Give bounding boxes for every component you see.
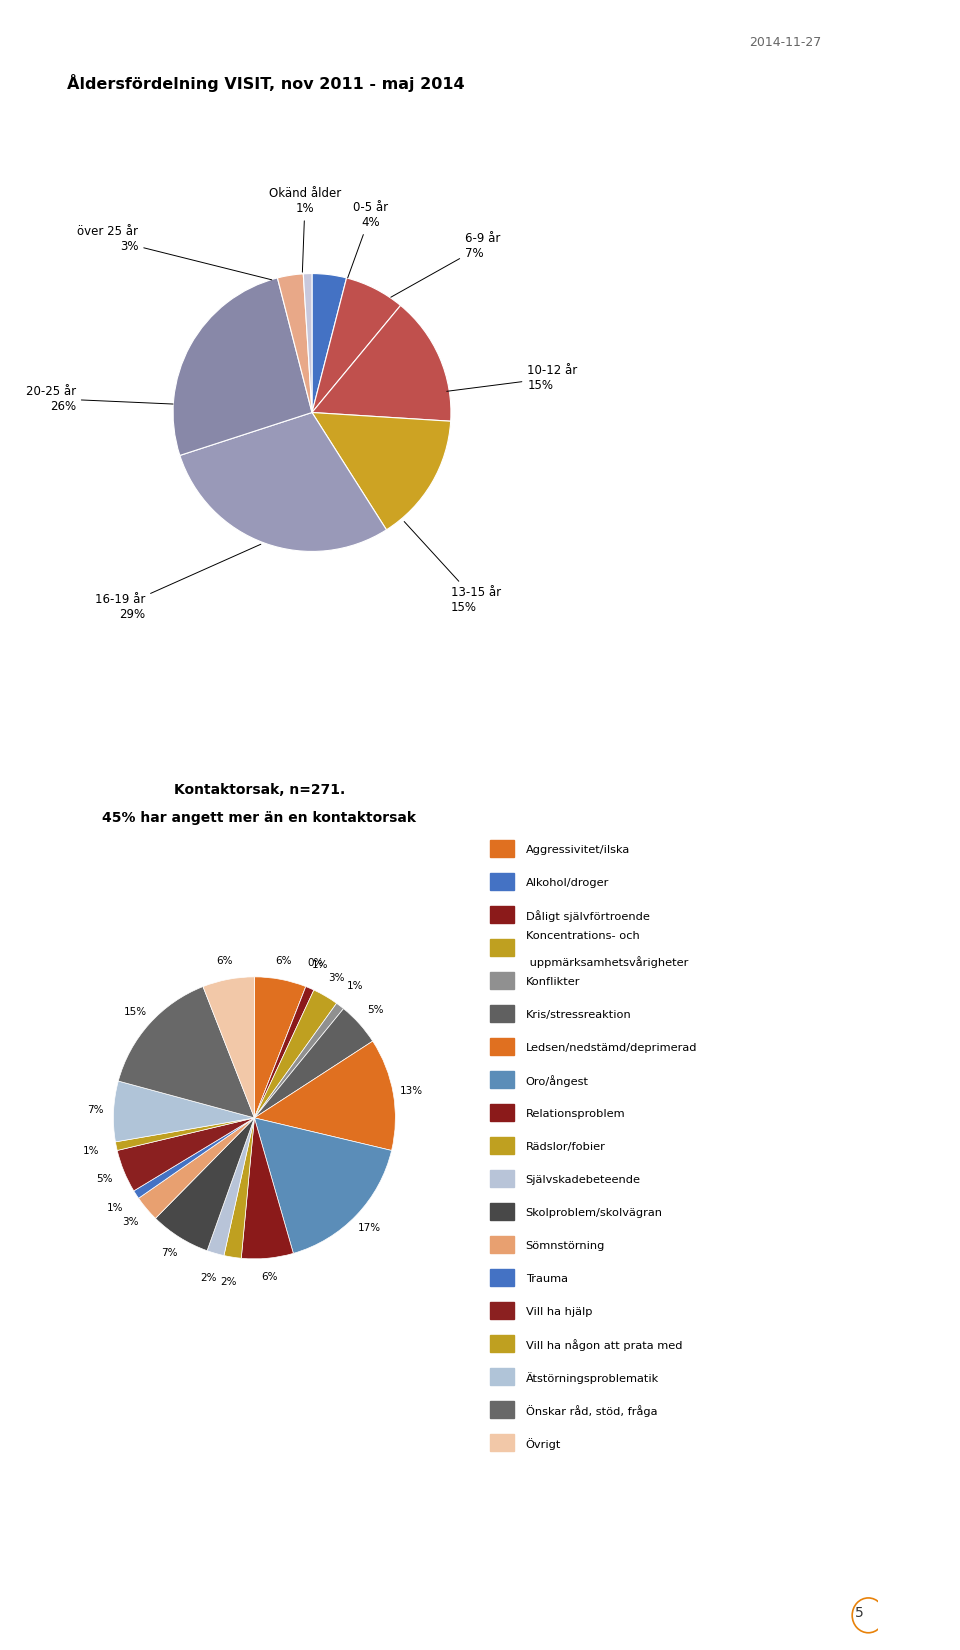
Bar — [490, 939, 515, 957]
Bar — [490, 1170, 515, 1188]
Text: 3%: 3% — [328, 974, 345, 983]
Text: 13%: 13% — [400, 1086, 423, 1096]
Bar — [490, 1038, 515, 1056]
Wedge shape — [118, 987, 254, 1119]
Bar — [490, 873, 515, 891]
Text: 20-25 år
26%: 20-25 år 26% — [26, 384, 173, 412]
Text: 5: 5 — [854, 1607, 864, 1620]
Bar — [490, 1302, 515, 1320]
Text: 6-9 år
7%: 6-9 år 7% — [391, 231, 500, 297]
Wedge shape — [254, 1008, 372, 1119]
Text: 7%: 7% — [87, 1106, 104, 1115]
Wedge shape — [133, 1119, 254, 1198]
Text: 1%: 1% — [84, 1147, 100, 1157]
Wedge shape — [180, 412, 387, 551]
Text: Vill ha hjälp: Vill ha hjälp — [526, 1307, 592, 1317]
Text: 13-15 år
15%: 13-15 år 15% — [404, 521, 501, 614]
Text: Aggressivitet/ilska: Aggressivitet/ilska — [526, 845, 630, 855]
Text: 5%: 5% — [96, 1175, 112, 1185]
Bar — [490, 840, 515, 858]
Bar — [490, 972, 515, 990]
Bar — [490, 1269, 515, 1287]
Wedge shape — [312, 277, 400, 412]
Wedge shape — [254, 977, 306, 1119]
Text: uppmärksamhetsvårigheter: uppmärksamhetsvårigheter — [526, 957, 688, 969]
Wedge shape — [254, 987, 306, 1119]
Text: 2014-11-27: 2014-11-27 — [749, 36, 821, 50]
Text: Alkohol/droger: Alkohol/droger — [526, 878, 609, 888]
Bar — [490, 1203, 515, 1221]
Wedge shape — [203, 977, 254, 1119]
Bar — [490, 1434, 515, 1452]
Text: Rädslor/fobier: Rädslor/fobier — [526, 1142, 606, 1152]
Wedge shape — [254, 1003, 344, 1119]
Text: 0%: 0% — [307, 959, 324, 969]
Bar — [490, 906, 515, 924]
Wedge shape — [254, 1041, 396, 1150]
Text: Relationsproblem: Relationsproblem — [526, 1109, 625, 1119]
Wedge shape — [113, 1081, 254, 1142]
Text: 7%: 7% — [161, 1247, 178, 1257]
Text: 5%: 5% — [367, 1005, 383, 1015]
Text: Koncentrations- och: Koncentrations- och — [526, 931, 639, 940]
Text: Okänd ålder
1%: Okänd ålder 1% — [269, 188, 341, 272]
Text: 1%: 1% — [312, 960, 328, 970]
Wedge shape — [207, 1119, 254, 1256]
Text: 17%: 17% — [358, 1223, 381, 1233]
Wedge shape — [138, 1119, 254, 1218]
Text: Skolproblem/skolvägran: Skolproblem/skolvägran — [526, 1208, 662, 1218]
Text: Konflikter: Konflikter — [526, 977, 580, 987]
Text: Åldersfördelning VISIT, nov 2011 - maj 2014: Åldersfördelning VISIT, nov 2011 - maj 2… — [67, 74, 465, 92]
Text: 45% har angett mer än en kontaktorsak: 45% har angett mer än en kontaktorsak — [102, 812, 417, 825]
Wedge shape — [254, 987, 314, 1119]
Text: Kontaktorsak, n=271.: Kontaktorsak, n=271. — [174, 784, 345, 797]
Wedge shape — [303, 274, 312, 412]
Wedge shape — [115, 1119, 254, 1150]
Text: 0-5 år
4%: 0-5 år 4% — [348, 201, 388, 277]
Bar — [490, 1401, 515, 1419]
Wedge shape — [156, 1119, 254, 1251]
Text: 2%: 2% — [221, 1277, 237, 1287]
Text: Önskar råd, stöd, fråga: Önskar råd, stöd, fråga — [526, 1404, 658, 1417]
Wedge shape — [254, 990, 337, 1119]
Text: Ledsen/nedstämd/deprimerad: Ledsen/nedstämd/deprimerad — [526, 1043, 697, 1053]
Text: 1%: 1% — [107, 1203, 123, 1213]
Bar — [490, 1368, 515, 1386]
Text: 6%: 6% — [217, 957, 233, 967]
Wedge shape — [312, 305, 451, 421]
Bar — [490, 1137, 515, 1155]
Bar — [490, 1071, 515, 1089]
Bar — [490, 1335, 515, 1353]
Text: Övrigt: Övrigt — [526, 1437, 561, 1450]
Text: Oro/ångest: Oro/ångest — [526, 1074, 588, 1087]
Wedge shape — [241, 1119, 294, 1259]
Wedge shape — [312, 412, 450, 530]
Text: 10-12 år
15%: 10-12 år 15% — [446, 363, 578, 391]
Text: 1%: 1% — [348, 980, 364, 990]
Wedge shape — [173, 277, 312, 455]
Wedge shape — [277, 274, 312, 412]
Text: Vill ha någon att prata med: Vill ha någon att prata med — [526, 1338, 683, 1351]
Bar — [490, 1236, 515, 1254]
Wedge shape — [254, 1119, 392, 1254]
Text: 15%: 15% — [124, 1006, 147, 1016]
Wedge shape — [224, 1119, 254, 1259]
Text: Ätstörningsproblematik: Ätstörningsproblematik — [526, 1371, 659, 1384]
Text: 2%: 2% — [201, 1272, 217, 1282]
Text: Kris/stressreaktion: Kris/stressreaktion — [526, 1010, 632, 1020]
Text: 3%: 3% — [122, 1218, 138, 1228]
Text: 16-19 år
29%: 16-19 år 29% — [95, 544, 261, 620]
Text: Självskadebeteende: Självskadebeteende — [526, 1175, 640, 1185]
Wedge shape — [312, 274, 347, 412]
Text: Trauma: Trauma — [526, 1274, 567, 1284]
Text: 6%: 6% — [261, 1272, 277, 1282]
Wedge shape — [117, 1119, 254, 1191]
Text: 6%: 6% — [276, 957, 292, 967]
Text: Dåligt självförtroende: Dåligt självförtroende — [526, 909, 650, 922]
Bar — [490, 1104, 515, 1122]
Text: över 25 år
3%: över 25 år 3% — [78, 224, 272, 280]
Bar — [490, 1005, 515, 1023]
Text: Sömnstörning: Sömnstörning — [526, 1241, 605, 1251]
